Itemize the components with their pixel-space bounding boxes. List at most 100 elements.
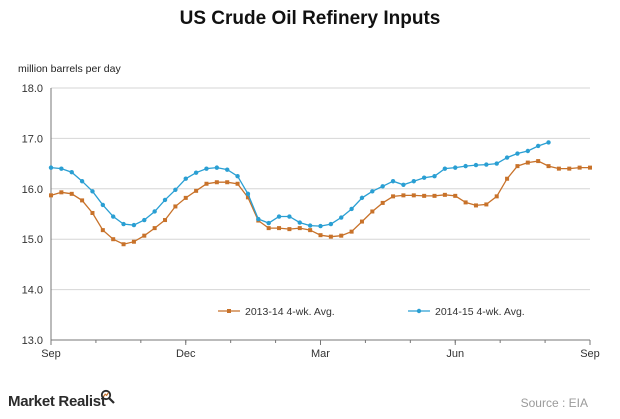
x-tick-label: Mar — [311, 348, 330, 360]
data-point-2014-15 — [328, 221, 334, 227]
data-point-2014-15 — [546, 140, 551, 145]
legend-label: 2014-15 4-wk. Avg. — [435, 306, 525, 318]
data-point-2014-15 — [380, 184, 385, 189]
data-point-2013-14 — [80, 198, 85, 203]
data-point-2013-14 — [225, 180, 230, 185]
data-point-2013-14 — [422, 193, 427, 198]
data-point-2013-14 — [59, 190, 64, 195]
data-point-2014-15 — [370, 189, 375, 194]
data-point-2014-15 — [297, 220, 302, 225]
data-point-2013-14 — [277, 226, 282, 231]
data-point-2013-14 — [536, 159, 541, 164]
data-point-2014-15 — [152, 209, 157, 214]
data-point-2014-15 — [110, 214, 116, 219]
brand-magnifier-icon — [100, 389, 115, 404]
legend: 2013-14 4-wk. Avg. 2014-15 4-wk. Avg. — [218, 306, 525, 318]
data-point-2013-14 — [515, 164, 520, 169]
data-point-2013-14 — [525, 160, 530, 165]
data-point-2014-15 — [339, 215, 344, 220]
data-point-2013-14 — [432, 193, 437, 198]
data-point-2014-15 — [173, 187, 178, 193]
source-credit: Source : EIA — [520, 396, 588, 410]
data-point-2014-15 — [515, 151, 520, 156]
data-point-2013-14 — [204, 181, 209, 186]
data-point-2013-14 — [266, 226, 271, 231]
data-point-2014-15 — [142, 217, 147, 223]
data-point-2014-15 — [484, 162, 489, 167]
data-point-2013-14 — [142, 233, 147, 238]
legend-label: 2013-14 4-wk. Avg. — [245, 306, 335, 318]
data-point-2013-14 — [484, 202, 489, 207]
data-point-2013-14 — [411, 193, 416, 198]
legend-marker — [227, 309, 231, 313]
data-point-2014-15 — [390, 179, 396, 184]
x-tick-label: Sep — [41, 348, 61, 360]
data-point-2014-15 — [453, 165, 458, 170]
data-point-2014-15 — [276, 214, 282, 219]
data-point-2013-14 — [69, 191, 74, 196]
market-realist-logo: Market Realist — [8, 393, 106, 410]
data-point-2013-14 — [463, 200, 468, 205]
data-point-2013-14 — [163, 218, 168, 223]
data-point-2013-14 — [380, 200, 385, 205]
data-point-2013-14 — [111, 237, 116, 242]
data-point-2013-14 — [328, 234, 333, 239]
data-point-2013-14 — [287, 227, 292, 232]
data-point-2013-14 — [453, 193, 458, 198]
data-point-2013-14 — [339, 233, 344, 238]
data-point-2013-14 — [235, 181, 240, 186]
data-point-2014-15 — [183, 176, 188, 181]
data-point-2014-15 — [225, 167, 230, 172]
data-point-2013-14 — [546, 164, 551, 169]
data-point-2014-15 — [442, 166, 448, 171]
data-point-2013-14 — [49, 193, 53, 198]
data-point-2013-14 — [349, 229, 354, 234]
data-point-2013-14 — [556, 166, 561, 171]
data-point-2014-15 — [69, 169, 74, 175]
data-point-2013-14 — [131, 239, 136, 244]
data-point-2014-15 — [235, 174, 240, 179]
data-point-2014-15 — [421, 175, 427, 180]
data-point-2013-14 — [318, 233, 323, 238]
data-point-2013-14 — [473, 203, 478, 208]
data-point-2013-14 — [588, 165, 592, 170]
data-point-2013-14 — [297, 226, 302, 231]
data-point-2014-15 — [121, 221, 126, 227]
data-point-2014-15 — [193, 170, 199, 175]
data-point-2014-15 — [131, 222, 137, 228]
series-line-1 — [50, 141, 549, 227]
data-point-2014-15 — [349, 206, 354, 212]
data-point-2014-15 — [411, 179, 416, 184]
y-axis-unit-label: million barrels per day — [18, 63, 121, 75]
data-point-2013-14 — [90, 210, 95, 215]
data-point-2014-15 — [359, 195, 365, 201]
data-point-2013-14 — [194, 188, 199, 193]
data-point-2013-14 — [308, 228, 313, 233]
data-point-2013-14 — [100, 228, 105, 233]
data-point-2014-15 — [535, 143, 541, 149]
y-tick-label: 14.0 — [22, 285, 43, 297]
x-tick-label: Sep — [580, 348, 600, 360]
data-point-2014-15 — [214, 165, 220, 170]
data-point-2014-15 — [401, 182, 406, 187]
data-point-2013-14 — [494, 194, 499, 199]
y-tick-label: 17.0 — [22, 133, 43, 145]
series-lines — [48, 140, 592, 247]
data-point-2013-14 — [577, 165, 582, 170]
data-point-2014-15 — [48, 165, 54, 170]
data-point-2013-14 — [391, 194, 396, 199]
data-point-2013-14 — [121, 242, 126, 247]
legend-marker — [416, 308, 422, 314]
data-point-2014-15 — [266, 220, 271, 226]
data-point-2013-14 — [173, 204, 178, 209]
data-point-2014-15 — [473, 162, 479, 168]
data-point-2013-14 — [183, 195, 188, 200]
gridlines — [51, 87, 590, 291]
data-point-2014-15 — [307, 223, 313, 228]
data-point-2014-15 — [204, 166, 209, 171]
y-tick-label: 18.0 — [22, 83, 43, 95]
data-point-2014-15 — [504, 155, 510, 160]
data-point-2013-14 — [505, 176, 510, 181]
